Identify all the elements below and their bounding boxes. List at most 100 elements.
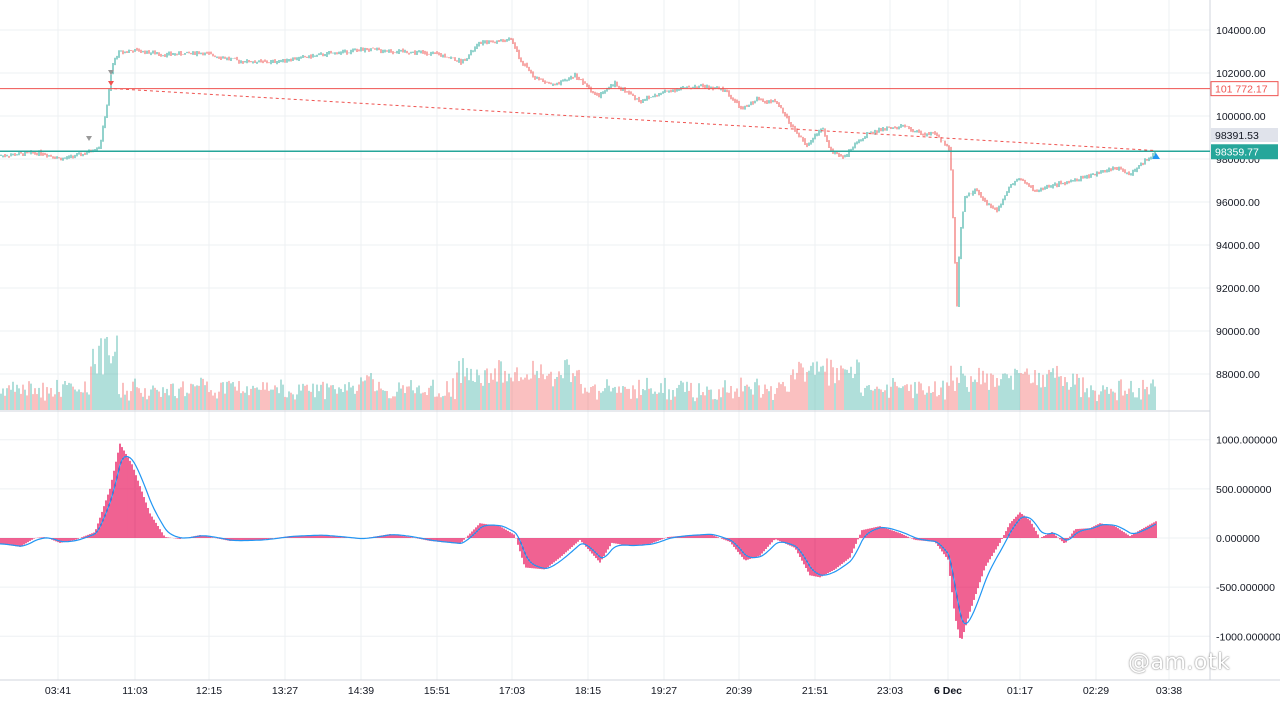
volume-bar bbox=[648, 388, 650, 410]
volume-bar bbox=[284, 396, 286, 410]
volume-bar bbox=[1076, 373, 1078, 410]
volume-bar bbox=[540, 364, 542, 410]
volume-bar bbox=[48, 393, 50, 410]
volume-bar bbox=[782, 381, 784, 410]
volume-bar bbox=[102, 374, 104, 410]
volume-bar bbox=[616, 392, 618, 410]
volume-bar bbox=[834, 383, 836, 410]
volume-bar bbox=[896, 386, 898, 410]
volume-bar bbox=[900, 388, 902, 410]
volume-bar bbox=[792, 369, 794, 410]
volume-bar bbox=[988, 389, 990, 410]
time-axis[interactable]: 03:41 11:03 12:15 13:27 14:39 15:51 17:03 18:15… bbox=[45, 685, 1182, 697]
volume-bar bbox=[448, 392, 450, 410]
volume-bar bbox=[68, 382, 70, 410]
volume-bar bbox=[248, 395, 250, 410]
volume-bar bbox=[494, 368, 496, 410]
volume-bar bbox=[784, 386, 786, 410]
macd-axis[interactable]: 1000.000000 500.000000 0.000000 -500.000000… bbox=[1216, 435, 1280, 644]
volume-bar bbox=[636, 398, 638, 410]
volume-bar bbox=[864, 387, 866, 410]
volume-bar bbox=[898, 387, 900, 410]
volume-bar bbox=[564, 360, 566, 410]
signal-marker-icon bbox=[108, 70, 114, 75]
volume-bar bbox=[508, 373, 510, 410]
volume-bar bbox=[1078, 377, 1080, 410]
volume-bar bbox=[108, 355, 110, 410]
volume-bar bbox=[1108, 393, 1110, 410]
volume-bar bbox=[780, 384, 782, 410]
volume-bar bbox=[734, 391, 736, 410]
volume-bar bbox=[132, 381, 134, 410]
volume-bar bbox=[80, 392, 82, 410]
volume-bar bbox=[424, 392, 426, 410]
price-tick-label: 100000.00 bbox=[1216, 111, 1266, 123]
volume-bar bbox=[1010, 375, 1012, 410]
volume-bar bbox=[800, 363, 802, 410]
volume-bar bbox=[280, 379, 282, 410]
volume-bar bbox=[12, 381, 14, 410]
volume-bar bbox=[454, 399, 456, 410]
volume-bar bbox=[180, 387, 182, 410]
volume-bar bbox=[668, 389, 670, 410]
volume-bar bbox=[884, 390, 886, 410]
volume-bar bbox=[210, 390, 212, 410]
volume-bar bbox=[422, 392, 424, 410]
volume-bar bbox=[1112, 391, 1114, 410]
volume-bar bbox=[1154, 386, 1156, 410]
volume-bar bbox=[2, 388, 4, 410]
volume-bar bbox=[790, 374, 792, 410]
time-tick-label: 20:39 bbox=[726, 685, 752, 697]
price-tick-label: 92000.00 bbox=[1216, 283, 1260, 295]
chart-grid bbox=[0, 0, 1280, 681]
price-badges: 101 772.17 98391.53 98359.77 bbox=[1210, 81, 1279, 160]
volume-bar bbox=[256, 387, 258, 410]
volume-bar bbox=[146, 399, 148, 410]
macd-tick-label: 0.000000 bbox=[1216, 533, 1260, 545]
volume-bar bbox=[1092, 390, 1094, 410]
volume-bar bbox=[918, 381, 920, 410]
volume-bar bbox=[462, 358, 464, 410]
volume-bar bbox=[732, 398, 734, 410]
volume-bar bbox=[772, 399, 774, 410]
volume-bar bbox=[596, 399, 598, 410]
price-tick-label: 88000.00 bbox=[1216, 369, 1260, 381]
volume-bar bbox=[36, 394, 38, 410]
volume-bar bbox=[414, 393, 416, 410]
volume-bar bbox=[1152, 379, 1154, 410]
time-tick-label: 12:15 bbox=[196, 685, 222, 697]
volume-bar bbox=[354, 393, 356, 410]
volume-bar bbox=[516, 367, 518, 410]
volume-bar bbox=[154, 387, 156, 410]
volume-bar bbox=[518, 381, 520, 410]
volume-bar bbox=[814, 374, 816, 410]
volume-bar bbox=[1044, 386, 1046, 410]
volume-bar bbox=[852, 378, 854, 410]
volume-bar bbox=[512, 381, 514, 410]
volume-bar bbox=[308, 390, 310, 410]
volume-bar bbox=[1008, 378, 1010, 410]
volume-bar bbox=[1138, 388, 1140, 410]
volume-bar bbox=[1100, 391, 1102, 410]
volume-bars bbox=[0, 335, 1156, 410]
level-lines bbox=[0, 70, 1210, 159]
volume-bar bbox=[1006, 374, 1008, 410]
volume-bar bbox=[1056, 365, 1058, 410]
time-tick-label: 6 Dec bbox=[934, 685, 962, 697]
volume-bar bbox=[1046, 374, 1048, 410]
volume-bar bbox=[858, 362, 860, 410]
volume-bar bbox=[590, 387, 592, 410]
volume-bar bbox=[868, 385, 870, 410]
volume-bar bbox=[468, 380, 470, 410]
volume-bar bbox=[1104, 389, 1106, 410]
volume-bar bbox=[104, 338, 106, 410]
volume-bar bbox=[670, 399, 672, 410]
support-badge-label: 98359.77 bbox=[1215, 146, 1259, 158]
volume-bar bbox=[986, 373, 988, 410]
price-axis[interactable]: 104000.00102000.00100000.0098000.0096000… bbox=[1216, 25, 1266, 381]
volume-bar bbox=[768, 391, 770, 410]
volume-bar bbox=[844, 369, 846, 410]
signal-marker-icon bbox=[86, 136, 92, 141]
